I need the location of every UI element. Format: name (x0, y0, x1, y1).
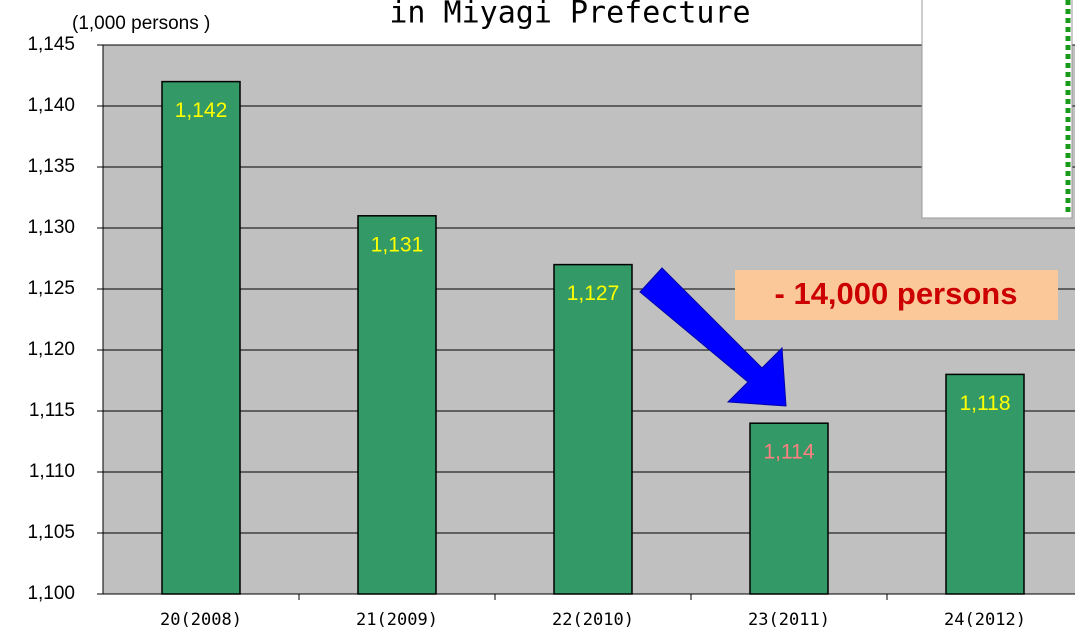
y-tick-label: 1,105 (27, 522, 75, 543)
y-tick-label: 1,135 (27, 156, 75, 177)
chart-title: in Miyagi Prefecture (389, 0, 750, 31)
data-label: 1,118 (960, 392, 1011, 415)
y-tick-label: 1,140 (27, 95, 75, 116)
y-tick-label: 1,125 (27, 278, 75, 299)
x-tick-label: 21(2009) (356, 610, 438, 630)
y-tick-label: 1,115 (29, 400, 75, 421)
x-tick-label: 23(2011) (748, 610, 830, 630)
x-tick-label: 24(2012) (944, 610, 1026, 630)
bar (749, 422, 829, 595)
data-label: 1,127 (567, 282, 620, 305)
x-tick-label: 22(2010) (552, 610, 634, 630)
y-tick-label: 1,100 (27, 583, 75, 604)
annotation-bg (735, 270, 1058, 320)
x-tick-label: 20(2008) (160, 610, 242, 630)
data-label: 1,114 (764, 441, 815, 464)
y-tick-label: 1,110 (29, 461, 75, 482)
bar (553, 263, 633, 595)
bar (357, 215, 437, 595)
annotation: - 14,000 persons (775, 276, 1018, 311)
arrow (639, 267, 787, 407)
data-label: 1,142 (175, 99, 228, 122)
y-tick-label: 1,130 (27, 217, 75, 238)
y-tick-label: 1,145 (27, 34, 75, 55)
y-axis-label: (1,000 persons ) (72, 13, 210, 34)
inset-box (921, 0, 1073, 219)
bar (161, 80, 241, 595)
data-label: 1,131 (371, 233, 424, 256)
y-tick-label: 1,120 (27, 339, 75, 360)
bar (945, 373, 1025, 595)
